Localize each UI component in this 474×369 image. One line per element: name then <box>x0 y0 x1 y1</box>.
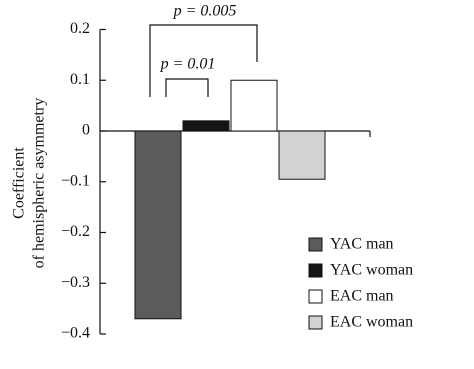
significance-bracket <box>149 24 258 97</box>
legend-label: YAC man <box>330 236 394 253</box>
significance-bracket <box>165 78 209 97</box>
y-tick-label: −0.4 <box>61 325 90 342</box>
bar <box>230 79 278 132</box>
y-tick-label: 0.2 <box>70 20 90 37</box>
y-tick-label: −0.3 <box>61 274 90 291</box>
y-tick-label: −0.1 <box>61 172 90 189</box>
legend-swatch <box>308 289 323 304</box>
y-tick-label: −0.2 <box>61 223 90 240</box>
y-tick-label: 0 <box>82 122 90 139</box>
y-axis-label: Coefficient <box>11 147 28 219</box>
legend-swatch <box>308 237 323 252</box>
bar <box>278 130 326 180</box>
legend-label: YAC woman <box>330 262 413 279</box>
y-tick-label: 0.1 <box>70 71 90 88</box>
legend-swatch <box>308 263 323 278</box>
bar <box>182 120 230 132</box>
legend-label: EAC woman <box>330 314 413 331</box>
legend-label: EAC man <box>330 288 394 305</box>
annotation: p = 0.005 <box>173 3 237 20</box>
legend-swatch <box>308 315 323 330</box>
bar <box>134 130 182 320</box>
y-axis-label: of hemispheric asymmetry <box>31 98 48 269</box>
annotation: p = 0.01 <box>160 56 216 73</box>
